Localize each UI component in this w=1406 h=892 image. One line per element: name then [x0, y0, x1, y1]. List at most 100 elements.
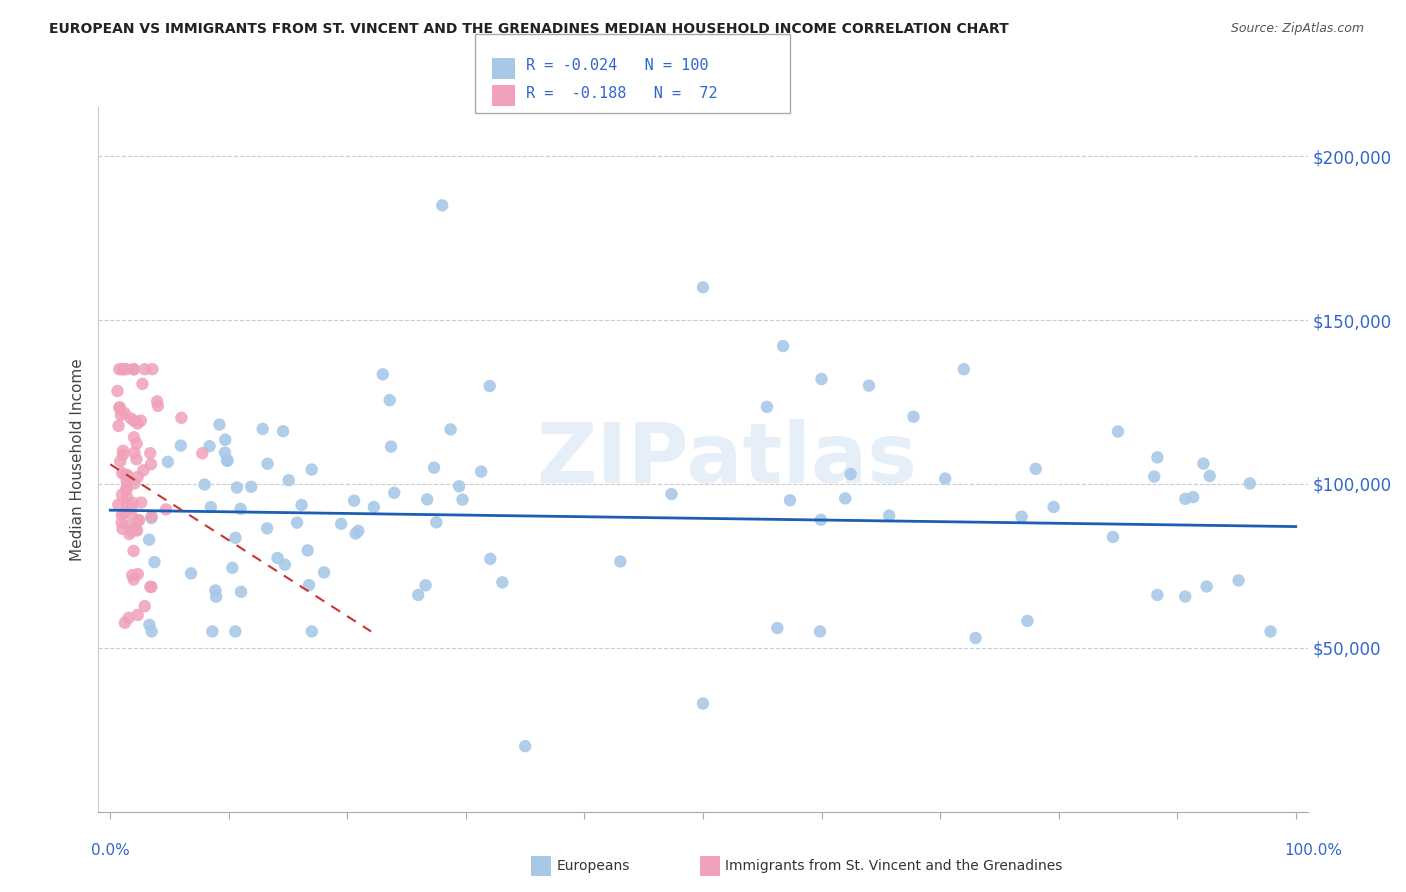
Point [111, 487, 134, 501]
Point [118, 527, 141, 541]
Point [141, 624, 163, 639]
Point [217, 453, 239, 467]
Point [416, 492, 439, 507]
Point [125, 524, 148, 538]
Point [609, 554, 631, 568]
Point [277, 473, 299, 487]
Point [115, 481, 138, 495]
Point [301, 462, 323, 476]
Text: 100.0%: 100.0% [1285, 843, 1343, 858]
Point [204, 583, 226, 598]
Point [200, 500, 222, 514]
Point [1146, 588, 1168, 602]
Point [180, 566, 202, 581]
Point [138, 618, 160, 632]
Text: Immigrants from St. Vincent and the Grenadines: Immigrants from St. Vincent and the Gren… [725, 859, 1063, 873]
Point [1102, 530, 1125, 544]
Point [208, 417, 231, 432]
Point [755, 400, 778, 414]
Point [110, 408, 132, 422]
Point [478, 379, 501, 393]
Point [451, 492, 474, 507]
Point [122, 430, 145, 444]
Point [256, 521, 278, 535]
Point [432, 198, 454, 212]
Point [1192, 457, 1215, 471]
Point [138, 533, 160, 547]
Point [1143, 469, 1166, 483]
Point [1182, 490, 1205, 504]
Point [347, 524, 370, 538]
Point [139, 446, 162, 460]
Point [224, 531, 246, 545]
Point [214, 433, 236, 447]
Point [271, 424, 294, 438]
Point [858, 378, 880, 392]
Point [134, 599, 156, 614]
Point [111, 466, 134, 480]
Point [108, 401, 131, 415]
Point [129, 414, 152, 428]
Point [155, 502, 177, 516]
Point [312, 566, 335, 580]
Point [692, 697, 714, 711]
Point [371, 368, 394, 382]
Point [1227, 574, 1250, 588]
Point [1174, 590, 1197, 604]
Point [266, 551, 288, 566]
Point [363, 500, 385, 514]
Point [256, 457, 278, 471]
Point [143, 555, 166, 569]
Point [120, 411, 142, 425]
Point [115, 468, 138, 483]
Point [406, 588, 429, 602]
Point [1042, 500, 1064, 514]
Text: EUROPEAN VS IMMIGRANTS FROM ST. VINCENT AND THE GRENADINES MEDIAN HOUSEHOLD INCO: EUROPEAN VS IMMIGRANTS FROM ST. VINCENT … [49, 22, 1010, 37]
Point [515, 739, 537, 754]
Point [141, 511, 163, 525]
Point [285, 516, 308, 530]
Point [125, 452, 148, 467]
Point [132, 463, 155, 477]
Point [107, 418, 129, 433]
Point [221, 561, 243, 575]
Point [146, 394, 169, 409]
Point [1011, 509, 1033, 524]
Point [779, 493, 801, 508]
Point [131, 376, 153, 391]
Point [217, 454, 239, 468]
Point [1174, 491, 1197, 506]
Point [122, 362, 145, 376]
Point [491, 575, 513, 590]
Point [121, 568, 143, 582]
Text: R = -0.024   N = 100: R = -0.024 N = 100 [526, 58, 709, 73]
Point [118, 611, 141, 625]
Point [298, 578, 321, 592]
Point [112, 443, 135, 458]
Point [170, 439, 193, 453]
Point [1107, 425, 1129, 439]
Point [1025, 462, 1047, 476]
Point [134, 362, 156, 376]
Point [766, 621, 789, 635]
Point [415, 578, 437, 592]
Point [128, 513, 150, 527]
Point [108, 362, 131, 376]
Point [191, 446, 214, 460]
Point [839, 467, 862, 481]
Point [834, 491, 856, 506]
Point [1146, 450, 1168, 465]
Point [1195, 580, 1218, 594]
Point [114, 615, 136, 630]
Point [111, 362, 134, 376]
Point [903, 409, 925, 424]
Point [378, 393, 401, 408]
Point [139, 580, 162, 594]
Point [115, 475, 138, 489]
Point [127, 417, 149, 431]
Point [1198, 469, 1220, 483]
Point [124, 445, 146, 459]
Text: 0.0%: 0.0% [91, 843, 131, 858]
Point [122, 544, 145, 558]
Point [115, 490, 138, 504]
